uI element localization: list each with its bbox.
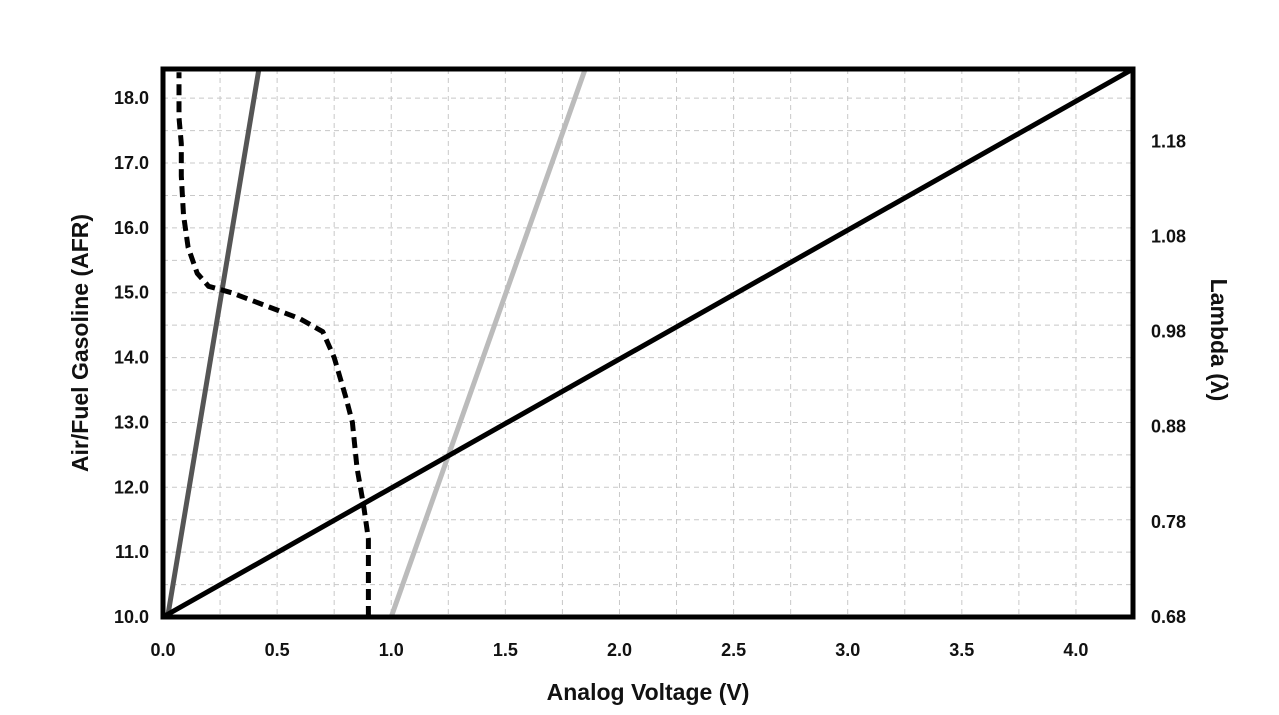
y-axis-title: Air/Fuel Gasoline (AFR)	[67, 214, 93, 472]
y2-tick-label: 0.98	[1151, 322, 1186, 342]
y2-tick-label: 0.78	[1151, 512, 1186, 532]
y-tick-label: 14.0	[114, 348, 149, 368]
x-tick-label: 1.5	[493, 640, 518, 660]
y-tick-label: 17.0	[114, 153, 149, 173]
x-tick-label: 0.0	[150, 640, 175, 660]
series-dashed-curve	[176, 72, 371, 617]
x-tick-label: 1.0	[379, 640, 404, 660]
y-tick-label: 18.0	[114, 88, 149, 108]
grid	[163, 69, 1133, 617]
y2-tick-label: 0.88	[1151, 417, 1186, 437]
y2-tick-labels: 0.68 0.78 0.88 0.98 1.08 1.18	[1151, 131, 1186, 627]
series-dark-grey-line	[165, 68, 262, 618]
y2-tick-label: 1.08	[1151, 226, 1186, 246]
x-tick-label: 0.5	[265, 640, 290, 660]
y-tick-labels: 10.0 11.0 12.0 13.0 14.0 15.0 16.0 17.0 18.0	[114, 88, 149, 627]
series-light-grey-line	[388, 68, 588, 618]
x-tick-label: 2.0	[607, 640, 632, 660]
x-tick-label: 3.0	[835, 640, 860, 660]
series-black-line	[161, 66, 1135, 620]
y-tick-label: 16.0	[114, 218, 149, 238]
x-tick-label: 4.0	[1063, 640, 1088, 660]
x-tick-label: 2.5	[721, 640, 746, 660]
y-tick-label: 10.0	[114, 607, 149, 627]
y-tick-label: 12.0	[114, 477, 149, 497]
x-axis-title: Analog Voltage (V)	[547, 679, 750, 705]
y-tick-label: 11.0	[115, 542, 149, 562]
plot-frame	[160, 66, 1136, 620]
y-tick-label: 15.0	[114, 283, 149, 303]
y2-tick-label: 0.68	[1151, 607, 1186, 627]
y2-axis-title: Lambda (λ)	[1206, 279, 1232, 402]
x-tick-labels: 0.0 0.5 1.0 1.5 2.0 2.5 3.0 3.5 4.0	[150, 640, 1088, 660]
y-tick-label: 13.0	[114, 412, 149, 432]
y2-tick-label: 1.18	[1151, 131, 1186, 151]
x-tick-label: 3.5	[949, 640, 974, 660]
series-group	[161, 66, 1135, 620]
